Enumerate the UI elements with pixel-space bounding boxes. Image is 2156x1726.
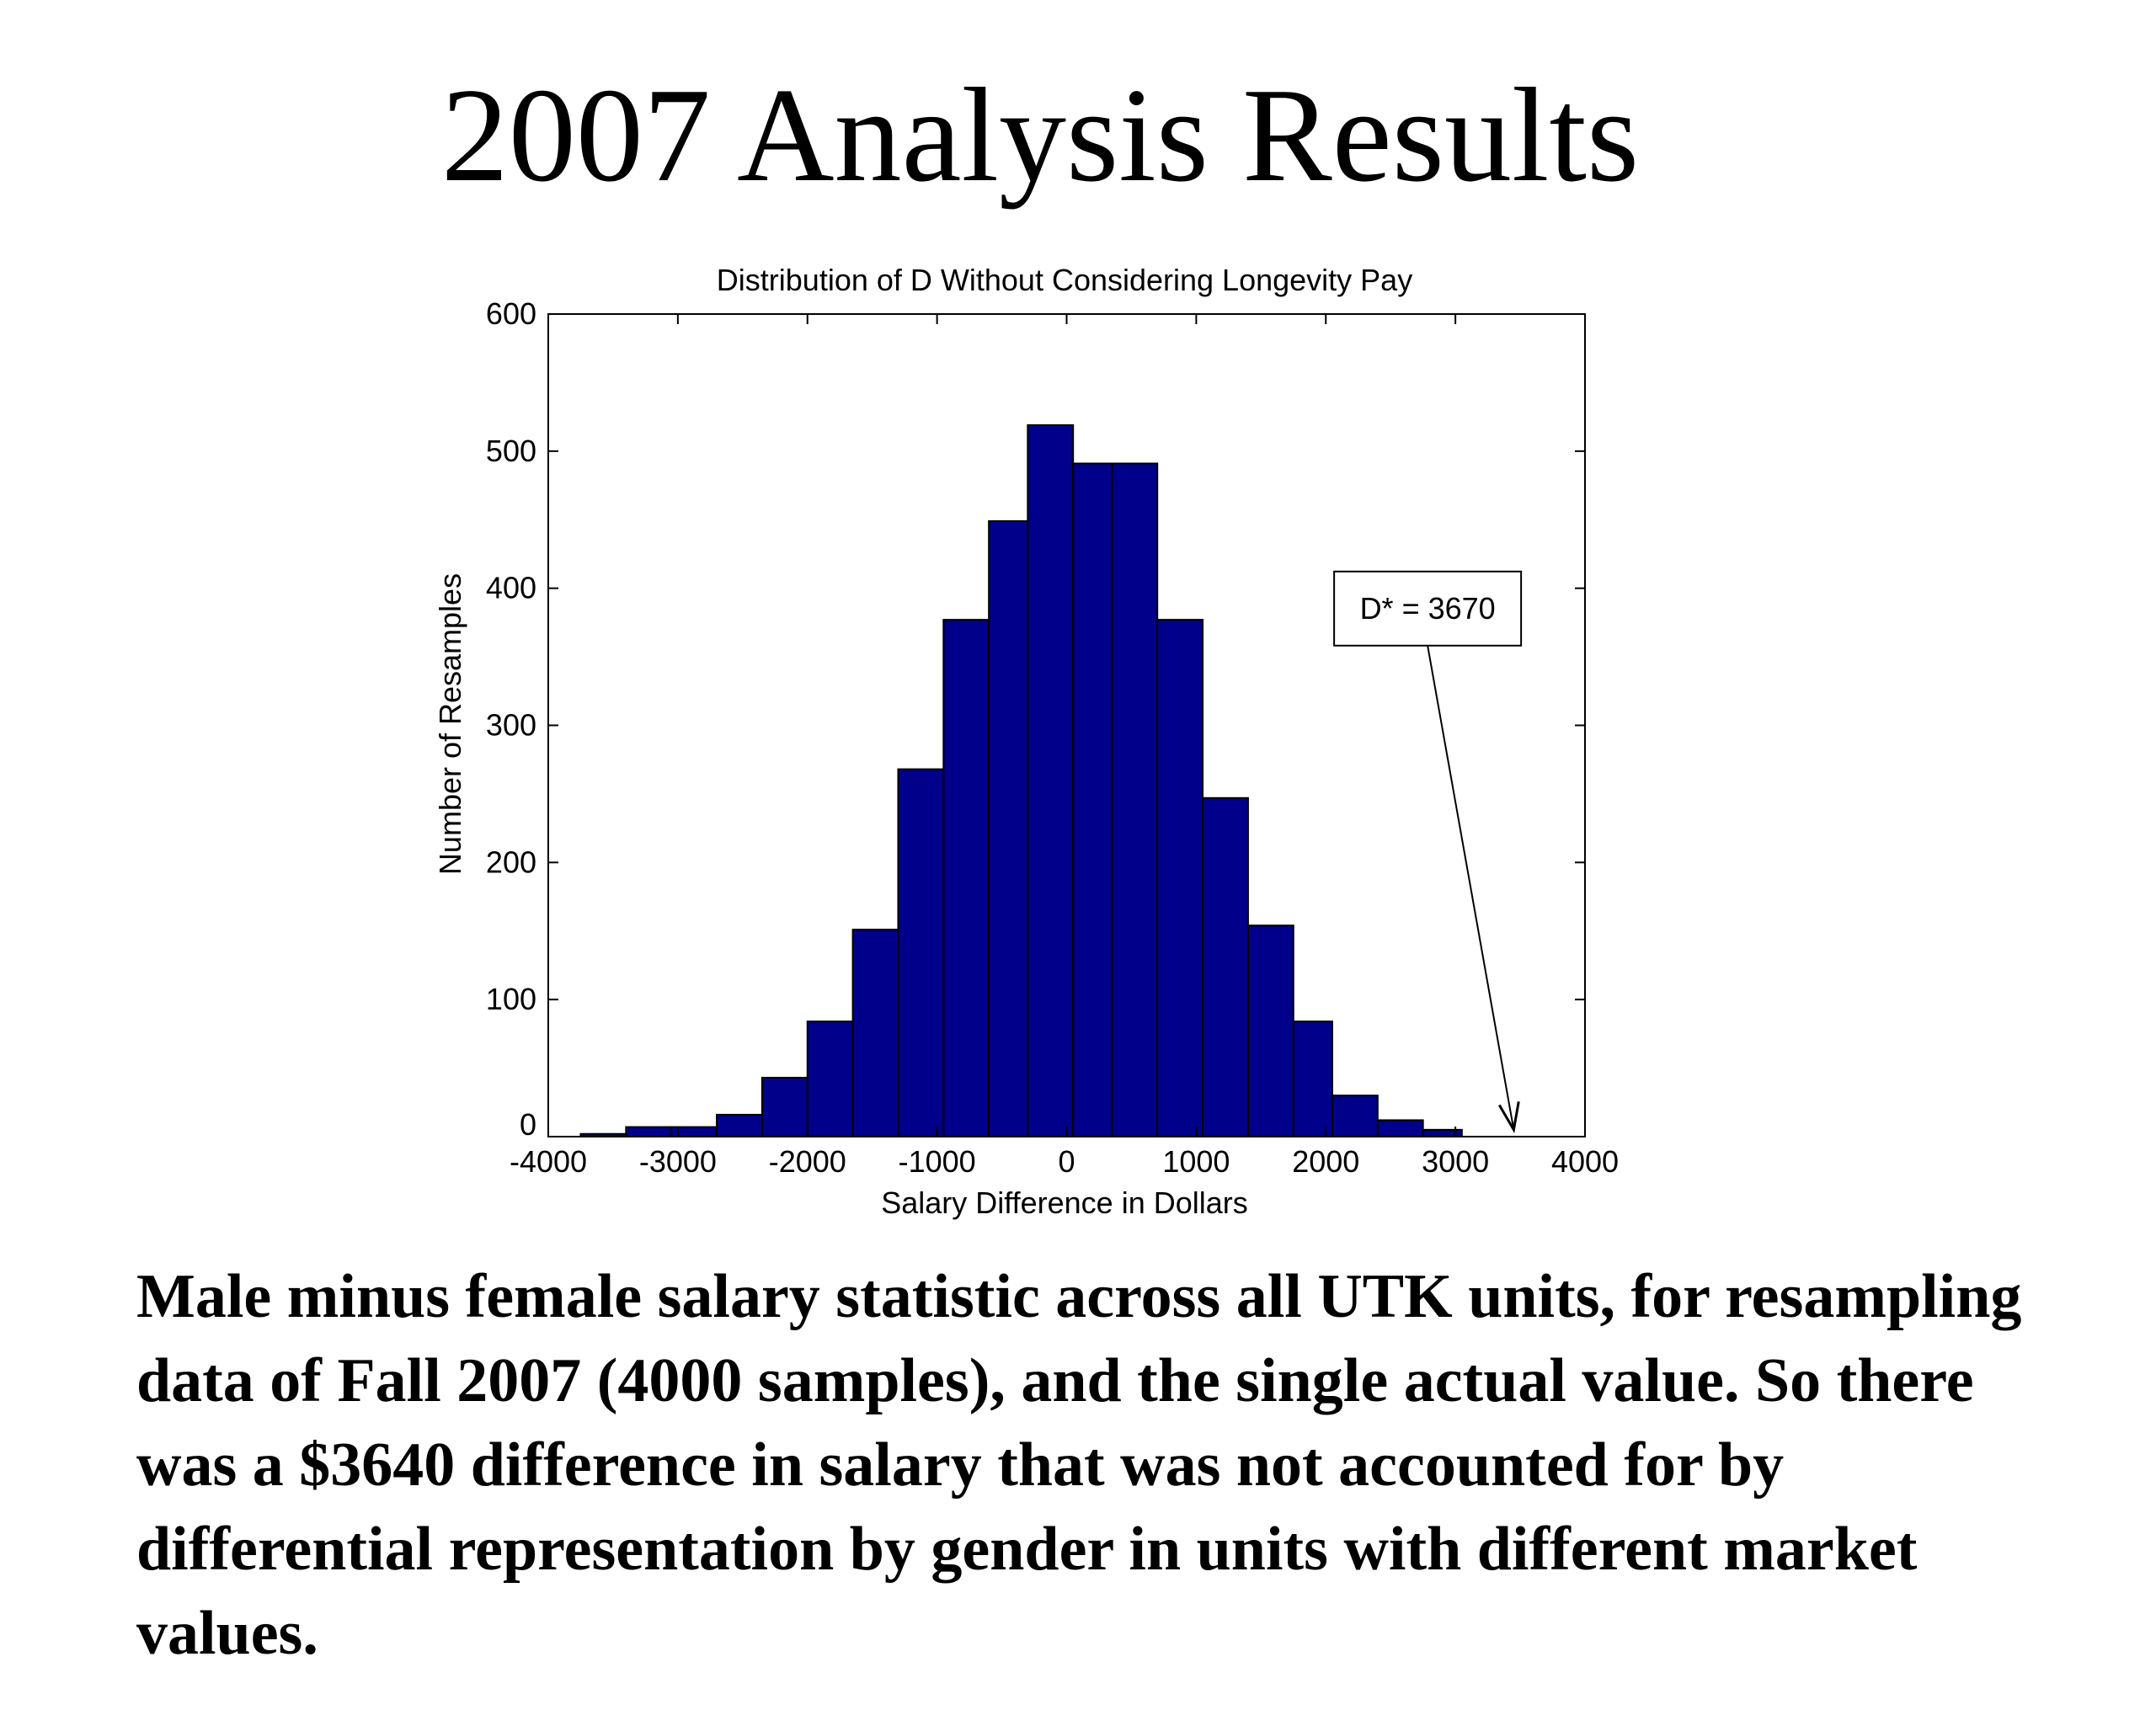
- y-axis-label: Number of Resamples: [433, 573, 467, 875]
- histogram-bar-18: [1376, 1119, 1424, 1137]
- x-tick-label: -3000: [639, 1144, 717, 1179]
- y-tick-label: 500: [486, 434, 536, 468]
- bars-group: [579, 424, 1463, 1138]
- x-tick-label: -1000: [899, 1144, 976, 1179]
- x-tick-label: 3000: [1422, 1144, 1489, 1179]
- histogram-bar-11: [1072, 462, 1113, 1137]
- annotation-label: D* = 3670: [1360, 591, 1496, 626]
- histogram-bar-5: [806, 1020, 854, 1137]
- annotation-group: D* = 3670: [1333, 570, 1523, 1134]
- y-tick-label: 400: [486, 571, 536, 605]
- histogram-bar-3: [716, 1113, 763, 1137]
- chart-title: Distribution of D Without Considering Lo…: [717, 263, 1412, 297]
- y-tick-label: 100: [486, 982, 536, 1016]
- slide-title: 2007 Analysis Results: [440, 60, 1640, 210]
- histogram-bar-15: [1246, 924, 1294, 1138]
- y-tick-label: 600: [486, 296, 536, 331]
- x-tick-label: 1000: [1162, 1144, 1230, 1179]
- annotation-arrow-line: [1427, 645, 1515, 1131]
- y-tick-label: 300: [486, 708, 536, 743]
- x-tick-label: 2000: [1292, 1144, 1359, 1179]
- axes-group: -4000 -3000 -2000 -1000 0 1000 2000 3000 4000 0 10…: [486, 296, 1619, 1179]
- histogram-bar-13: [1156, 619, 1204, 1137]
- x-tick-label: -2000: [769, 1144, 846, 1179]
- x-tick-label: 4000: [1551, 1144, 1619, 1179]
- x-axis-label: Salary Difference in Dollars: [881, 1185, 1248, 1220]
- histogram-bar-12: [1111, 462, 1159, 1137]
- y-tick-label: 200: [486, 844, 536, 879]
- annotation-box: [1333, 570, 1523, 647]
- caption-text: Male minus female salary statistic acros…: [136, 1262, 2022, 1668]
- histogram-bar-16: [1292, 1020, 1333, 1137]
- histogram-bar-10: [1027, 424, 1075, 1137]
- histogram-chart: Distribution of D Without Considering Lo…: [433, 263, 1619, 1220]
- histogram-bar-7: [897, 768, 945, 1138]
- y-tick-label: 0: [520, 1107, 536, 1142]
- histogram-bar-8: [942, 619, 990, 1137]
- x-tick-label: 0: [1058, 1144, 1075, 1179]
- histogram-bar-14: [1202, 796, 1249, 1138]
- histogram-bar-17: [1331, 1095, 1379, 1138]
- annotation-arrowhead: [1498, 1101, 1520, 1134]
- histogram-bar-1: [625, 1126, 673, 1138]
- histogram-bar-9: [988, 519, 1029, 1137]
- x-tick-label: -4000: [510, 1144, 587, 1179]
- histogram-bar-6: [851, 929, 899, 1138]
- histogram-bar-4: [760, 1076, 808, 1138]
